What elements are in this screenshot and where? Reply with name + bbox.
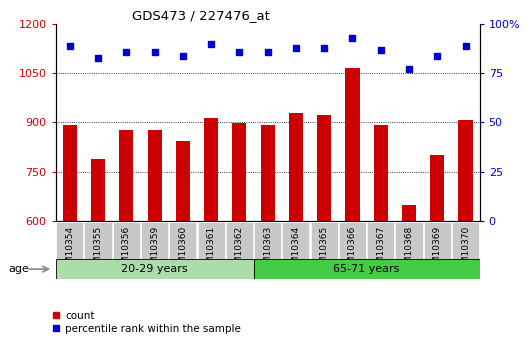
Legend: count, percentile rank within the sample: count, percentile rank within the sample <box>48 307 245 338</box>
FancyBboxPatch shape <box>395 221 422 260</box>
FancyBboxPatch shape <box>452 221 479 260</box>
FancyBboxPatch shape <box>254 221 281 260</box>
Text: GSM10355: GSM10355 <box>94 226 102 275</box>
Text: GSM10359: GSM10359 <box>150 226 159 275</box>
FancyBboxPatch shape <box>84 221 112 260</box>
Bar <box>176 140 190 221</box>
Text: GSM10361: GSM10361 <box>207 226 216 275</box>
Bar <box>430 155 444 221</box>
Bar <box>402 205 416 221</box>
Text: GSM10362: GSM10362 <box>235 226 244 275</box>
Bar <box>253 259 480 279</box>
Text: GDS473 / 227476_at: GDS473 / 227476_at <box>132 9 270 22</box>
Bar <box>56 259 253 279</box>
Text: GSM10354: GSM10354 <box>65 226 74 275</box>
Bar <box>317 115 331 221</box>
Bar <box>204 118 218 221</box>
Bar <box>261 125 275 221</box>
Bar <box>374 125 388 221</box>
Bar <box>119 130 134 221</box>
Text: GSM10363: GSM10363 <box>263 226 272 275</box>
Bar <box>63 125 77 221</box>
FancyBboxPatch shape <box>367 221 394 260</box>
Text: GSM10369: GSM10369 <box>433 226 441 275</box>
Bar <box>458 120 473 221</box>
Text: GSM10368: GSM10368 <box>404 226 413 275</box>
Text: GSM10367: GSM10367 <box>376 226 385 275</box>
Bar <box>346 68 359 221</box>
Bar <box>147 130 162 221</box>
FancyBboxPatch shape <box>141 221 168 260</box>
Text: age: age <box>8 264 29 274</box>
Text: GSM10364: GSM10364 <box>292 226 301 275</box>
FancyBboxPatch shape <box>339 221 366 260</box>
FancyBboxPatch shape <box>311 221 338 260</box>
Bar <box>232 123 246 221</box>
Text: 20-29 years: 20-29 years <box>121 264 188 274</box>
Text: GSM10366: GSM10366 <box>348 226 357 275</box>
FancyBboxPatch shape <box>198 221 225 260</box>
Text: GSM10365: GSM10365 <box>320 226 329 275</box>
FancyBboxPatch shape <box>226 221 253 260</box>
Text: GSM10356: GSM10356 <box>122 226 131 275</box>
Text: GSM10360: GSM10360 <box>179 226 187 275</box>
Text: 65-71 years: 65-71 years <box>333 264 400 274</box>
FancyBboxPatch shape <box>423 221 451 260</box>
FancyBboxPatch shape <box>169 221 197 260</box>
Bar <box>289 112 303 221</box>
Bar <box>91 159 105 221</box>
FancyBboxPatch shape <box>113 221 140 260</box>
Text: GSM10370: GSM10370 <box>461 226 470 275</box>
FancyBboxPatch shape <box>282 221 310 260</box>
FancyBboxPatch shape <box>56 221 83 260</box>
